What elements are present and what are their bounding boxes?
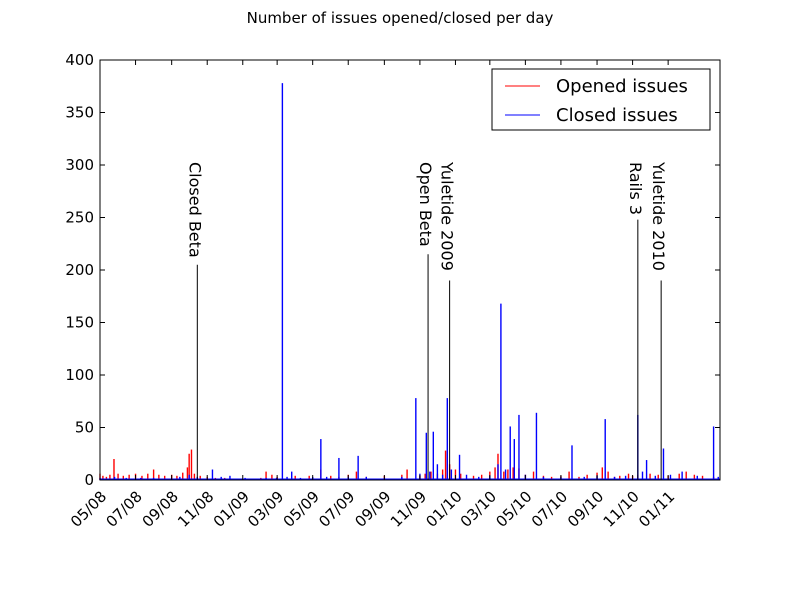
chart-title: Number of issues opened/closed per day bbox=[247, 9, 554, 27]
y-tick-label: 250 bbox=[65, 209, 94, 227]
annotation-label: Rails 3 bbox=[626, 162, 645, 215]
annotation: Closed Beta bbox=[185, 162, 204, 480]
annotation-label: Yuletide 2009 bbox=[438, 161, 457, 271]
legend-entry-opened: Opened issues bbox=[556, 76, 688, 97]
annotation-label: Yuletide 2010 bbox=[649, 161, 668, 271]
y-tick-label: 300 bbox=[65, 156, 94, 174]
annotation-label: Closed Beta bbox=[185, 162, 204, 258]
y-tick-label: 400 bbox=[65, 51, 94, 69]
y-axis: 0 50 100 150 200 250 300 350 400 bbox=[65, 51, 720, 489]
y-tick-label: 150 bbox=[65, 314, 94, 332]
annotation: Open Beta bbox=[416, 162, 435, 480]
y-tick-label: 0 bbox=[84, 471, 94, 489]
y-tick-label: 100 bbox=[65, 366, 94, 384]
legend-frame bbox=[491, 68, 711, 131]
annotation: Rails 3 bbox=[626, 162, 645, 480]
annotation-layer: Closed Beta Open Beta Yuletide 2009 Rails 3… bbox=[185, 161, 668, 480]
y-tick-label: 50 bbox=[75, 419, 94, 437]
legend: Opened issues Closed issues bbox=[491, 68, 711, 131]
annotation-label: Open Beta bbox=[416, 162, 435, 247]
legend-entry-closed: Closed issues bbox=[556, 105, 678, 126]
series-closed bbox=[99, 83, 720, 480]
y-tick-label: 350 bbox=[65, 104, 94, 122]
y-tick-label: 200 bbox=[65, 261, 94, 279]
annotation: Yuletide 2010 bbox=[649, 161, 668, 480]
series-layer bbox=[99, 83, 720, 480]
annotation: Yuletide 2009 bbox=[438, 161, 457, 480]
